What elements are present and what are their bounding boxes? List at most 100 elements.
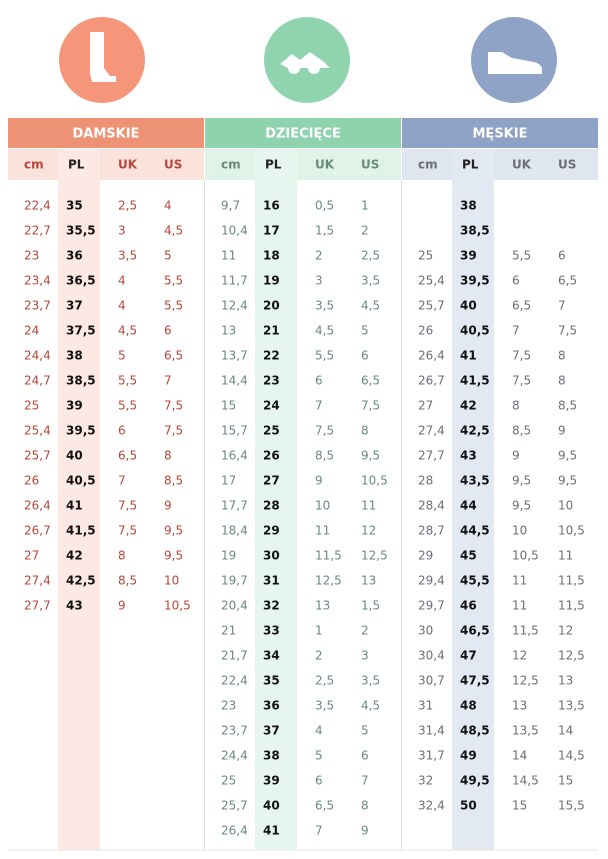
cell: 19 bbox=[263, 274, 280, 288]
cell: 11 bbox=[512, 599, 527, 613]
cell: 21,7 bbox=[221, 649, 248, 663]
cell: 31 bbox=[263, 574, 280, 588]
cell: 11,7 bbox=[221, 274, 248, 288]
cell: 8,5 bbox=[512, 424, 531, 438]
cell: 41,5 bbox=[460, 374, 490, 388]
cell: 18,4 bbox=[221, 524, 248, 538]
cell: 25 bbox=[418, 249, 433, 263]
cell: 25,4 bbox=[24, 424, 51, 438]
cell: 11 bbox=[221, 249, 236, 263]
cell: 3,5 bbox=[315, 299, 334, 313]
cell: 48 bbox=[460, 699, 477, 713]
cell: 49,5 bbox=[460, 774, 490, 788]
cell: 25,7 bbox=[221, 799, 248, 813]
cell: 13 bbox=[361, 574, 376, 588]
cell: 4 bbox=[118, 299, 126, 313]
cell: 50 bbox=[460, 799, 477, 813]
cell: 14 bbox=[558, 724, 573, 738]
cell: 38 bbox=[66, 349, 83, 363]
cell: 17 bbox=[263, 224, 280, 238]
cell: 14 bbox=[512, 749, 527, 763]
cell: 14,5 bbox=[512, 774, 539, 788]
cell: 13,7 bbox=[221, 349, 248, 363]
cell: 39 bbox=[460, 249, 477, 263]
cell: 15,5 bbox=[558, 799, 585, 813]
cell: 4,5 bbox=[118, 324, 137, 338]
column-header: UK bbox=[315, 158, 335, 172]
cell: 26,4 bbox=[24, 499, 51, 513]
column-header: PL bbox=[68, 158, 85, 172]
cell: 27,7 bbox=[418, 449, 445, 463]
cell: 29 bbox=[418, 549, 433, 563]
cell: 4 bbox=[164, 199, 172, 213]
cell: 21 bbox=[221, 624, 236, 638]
cell: 25 bbox=[24, 399, 39, 413]
cell: 34 bbox=[263, 649, 280, 663]
cell: 7,5 bbox=[164, 424, 183, 438]
section-title: DZIECIĘCE bbox=[265, 127, 341, 142]
cell: 36,5 bbox=[66, 274, 96, 288]
cell: 9,5 bbox=[558, 474, 577, 488]
cell: 0,5 bbox=[315, 199, 334, 213]
cell: 8,5 bbox=[164, 474, 183, 488]
cell: 32,4 bbox=[418, 799, 445, 813]
cell: 32 bbox=[418, 774, 433, 788]
cell: 26,7 bbox=[418, 374, 445, 388]
cell: 2 bbox=[361, 224, 369, 238]
cell: 39 bbox=[263, 774, 280, 788]
cell: 41 bbox=[66, 499, 83, 513]
cell: 6 bbox=[164, 324, 172, 338]
cell: 5,5 bbox=[512, 249, 531, 263]
cell: 5,5 bbox=[118, 399, 137, 413]
cell: 8 bbox=[512, 399, 520, 413]
cell: 7 bbox=[558, 299, 566, 313]
cell: 21 bbox=[263, 324, 280, 338]
cell: 5 bbox=[164, 249, 172, 263]
column-header: UK bbox=[512, 158, 532, 172]
cell: 45 bbox=[460, 549, 477, 563]
cell: 3,5 bbox=[315, 699, 334, 713]
cell: 2,5 bbox=[361, 249, 380, 263]
cell: 4 bbox=[118, 274, 126, 288]
cell: 7,5 bbox=[118, 524, 137, 538]
cell: 41 bbox=[460, 349, 477, 363]
cell: 5 bbox=[361, 324, 369, 338]
sandal-icon bbox=[280, 52, 330, 74]
cell: 10,5 bbox=[558, 524, 585, 538]
cell: 12 bbox=[558, 624, 573, 638]
cell: 9,5 bbox=[558, 449, 577, 463]
cell: 4,5 bbox=[164, 224, 183, 238]
cell: 3,5 bbox=[361, 274, 380, 288]
cell: 22,7 bbox=[24, 224, 51, 238]
cell: 26 bbox=[24, 474, 39, 488]
cell: 28,7 bbox=[418, 524, 445, 538]
cell: 10,5 bbox=[512, 549, 539, 563]
cell: 26,4 bbox=[418, 349, 445, 363]
cell: 43 bbox=[460, 449, 477, 463]
cell: 24,4 bbox=[221, 749, 248, 763]
cell: 27,4 bbox=[418, 424, 445, 438]
cell: 3,5 bbox=[361, 674, 380, 688]
cell: 27 bbox=[418, 399, 433, 413]
cell: 38,5 bbox=[460, 224, 490, 238]
cell: 4,5 bbox=[361, 299, 380, 313]
cell: 33 bbox=[263, 624, 280, 638]
cell: 8,5 bbox=[558, 399, 577, 413]
section-title: DAMSKIE bbox=[73, 127, 140, 142]
cell: 7,5 bbox=[361, 399, 380, 413]
column-header: cm bbox=[221, 158, 241, 172]
cell: 43 bbox=[66, 599, 83, 613]
cell: 27 bbox=[24, 549, 39, 563]
cell: 8 bbox=[558, 374, 566, 388]
cell: 9 bbox=[512, 449, 520, 463]
cell: 5 bbox=[315, 749, 323, 763]
cell: 36 bbox=[263, 699, 280, 713]
cell: 28,4 bbox=[418, 499, 445, 513]
cell: 6 bbox=[558, 249, 566, 263]
cell: 30 bbox=[263, 549, 280, 563]
cell: 25,7 bbox=[24, 449, 51, 463]
cell: 32 bbox=[263, 599, 280, 613]
cell: 18 bbox=[263, 249, 280, 263]
cell: 27,4 bbox=[24, 574, 51, 588]
